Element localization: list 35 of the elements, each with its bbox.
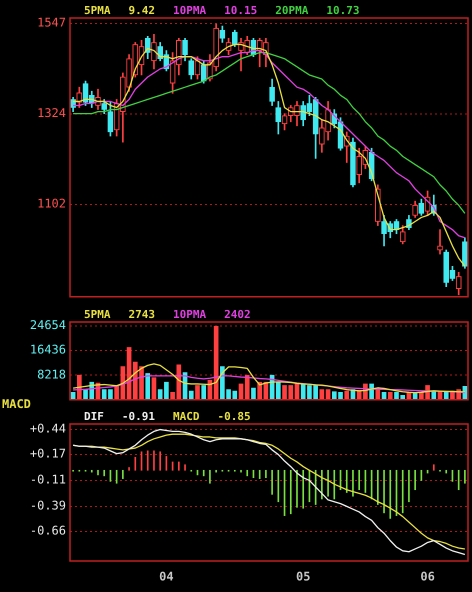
bar (251, 388, 256, 400)
y-tick-label: 8218 (37, 367, 66, 382)
text: 10.73 (326, 4, 360, 17)
y-tick-label: -0.66 (30, 524, 66, 538)
text: -0.85 (218, 410, 251, 423)
chart-title: MACD (2, 397, 31, 411)
text: 2743 (128, 308, 155, 321)
text: 10PMA (173, 4, 206, 17)
y-tick-label: 1547 (37, 15, 66, 30)
y-tick-label: 24654 (30, 318, 66, 332)
text: 5PMA (84, 308, 110, 321)
text: 2402 (224, 308, 251, 321)
bar (382, 392, 386, 400)
y-tick-label: -0.11 (30, 472, 66, 487)
y-tick-label: 1324 (37, 106, 66, 120)
text: 5PMA (84, 4, 110, 17)
x-tick-label: 04 (159, 569, 174, 584)
x-tick-label: 06 (420, 569, 435, 584)
y-tick-label: +0.17 (30, 446, 66, 461)
y-tick-label: +0.44 (30, 422, 66, 436)
bar (201, 385, 206, 400)
bar (152, 377, 156, 400)
text: 10.15 (224, 4, 258, 17)
text: 20PMA (275, 4, 308, 17)
series-label: MACD (173, 410, 200, 423)
y-tick-label: 1102 (37, 196, 66, 211)
text: -0.91 (122, 410, 155, 423)
text: 9.42 (128, 4, 155, 17)
y-tick-label: -0.39 (30, 498, 66, 513)
y-tick-label: 16436 (30, 342, 66, 357)
bar (195, 385, 200, 400)
text: 10PMA (173, 308, 206, 321)
candlestick (437, 229, 443, 254)
x-tick-label: 05 (296, 569, 310, 584)
text: DIF (84, 410, 104, 423)
